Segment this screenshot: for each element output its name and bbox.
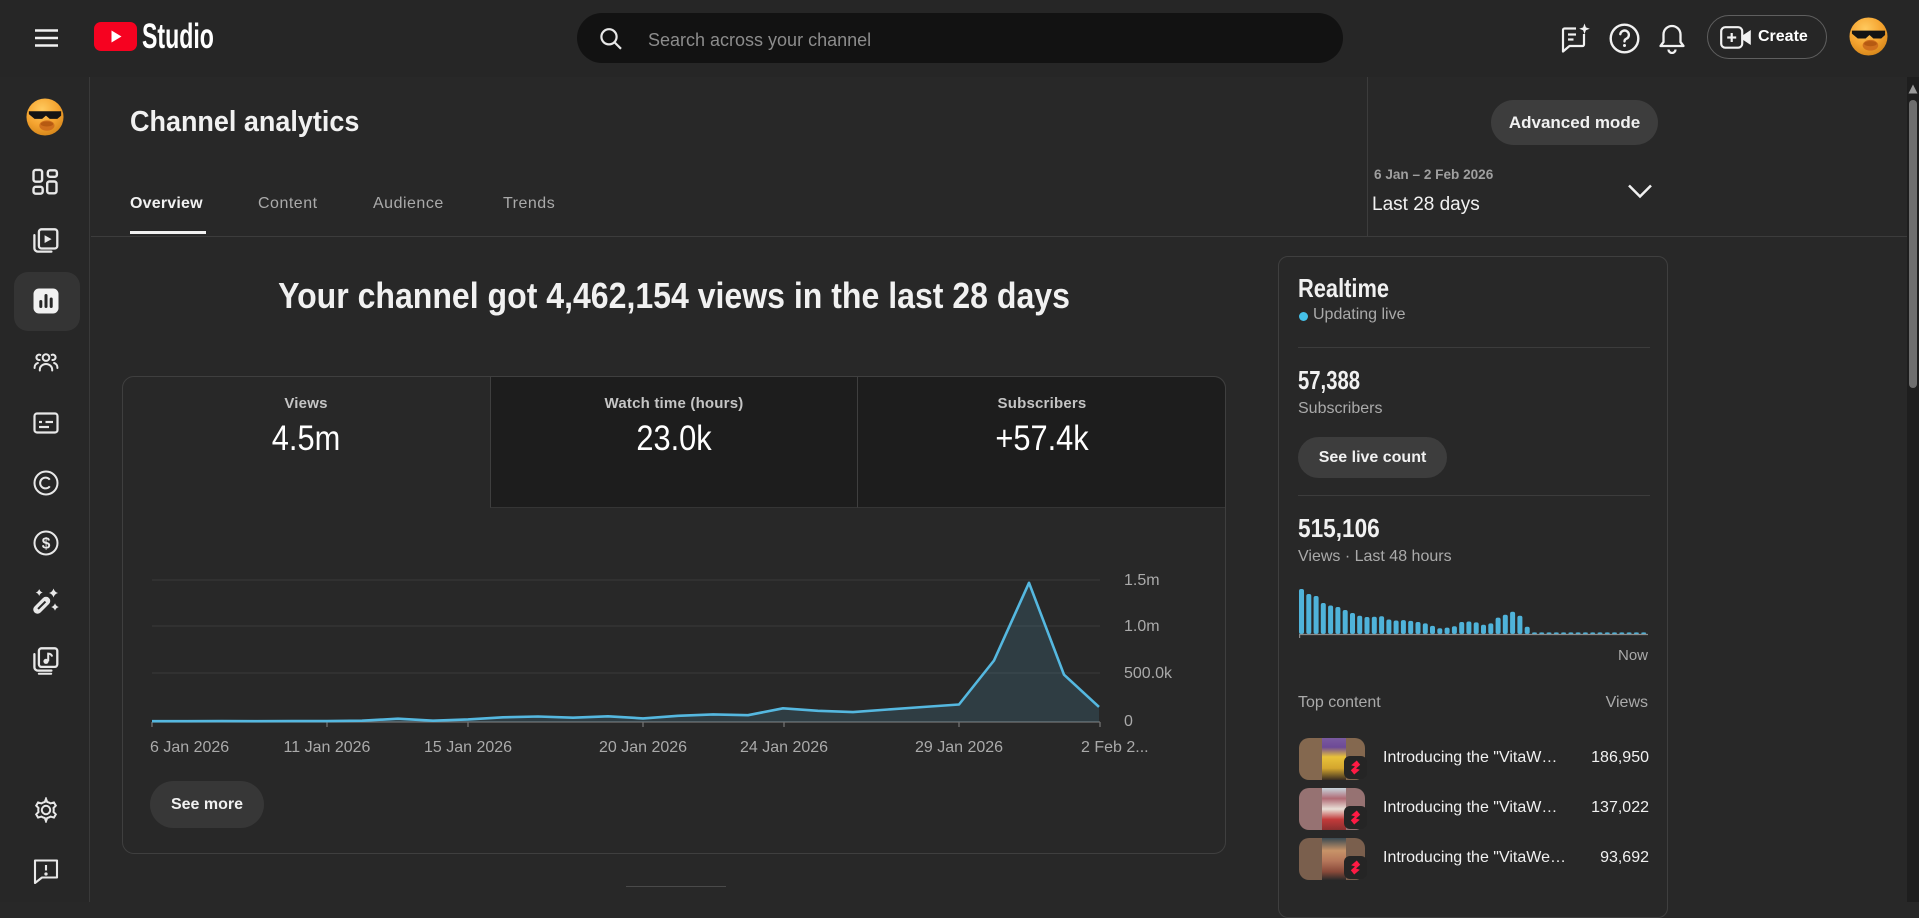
svg-text:15 Jan 2026: 15 Jan 2026 (424, 739, 512, 756)
svg-text:$: $ (42, 536, 51, 553)
svg-text:20 Jan 2026: 20 Jan 2026 (599, 739, 687, 756)
svg-text:6 Jan 2026: 6 Jan 2026 (150, 739, 229, 756)
svg-text:11 Jan 2026: 11 Jan 2026 (284, 739, 371, 756)
svg-text:29 Jan 2026: 29 Jan 2026 (915, 739, 1003, 756)
svg-text:0: 0 (1124, 713, 1133, 730)
svg-text:500.0k: 500.0k (1124, 665, 1173, 682)
svg-text:24 Jan 2026: 24 Jan 2026 (740, 739, 828, 756)
svg-text:1.0m: 1.0m (1124, 618, 1160, 635)
svg-text:1.5m: 1.5m (1124, 572, 1160, 589)
svg-text:2 Feb 2...: 2 Feb 2... (1081, 739, 1149, 756)
